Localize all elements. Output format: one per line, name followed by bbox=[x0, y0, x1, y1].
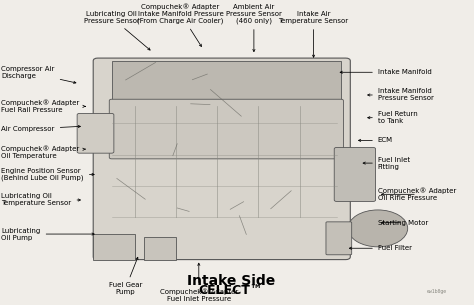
Text: Ambient Air
Pressure Sensor
(460 only): Ambient Air Pressure Sensor (460 only) bbox=[226, 4, 282, 52]
Text: Intake Manifold
Pressure Sensor: Intake Manifold Pressure Sensor bbox=[368, 88, 434, 102]
Bar bbox=[144, 237, 176, 260]
Text: Intake Manifold: Intake Manifold bbox=[340, 69, 432, 75]
Text: Compuchek® Adapter
Oil Temperature: Compuchek® Adapter Oil Temperature bbox=[1, 145, 85, 159]
Text: Compuchek® Adapter
Oil Rifle Pressure: Compuchek® Adapter Oil Rifle Pressure bbox=[378, 188, 456, 201]
Text: Engine Position Sensor
(Behind Lube Oil Pump): Engine Position Sensor (Behind Lube Oil … bbox=[1, 168, 94, 181]
FancyBboxPatch shape bbox=[334, 148, 375, 201]
Circle shape bbox=[348, 210, 408, 247]
Bar bbox=[93, 234, 135, 260]
Text: Intake Air
Temperature Sensor: Intake Air Temperature Sensor bbox=[279, 11, 349, 57]
Text: Fuel Gear
Pump: Fuel Gear Pump bbox=[109, 257, 142, 295]
Text: Intake Side: Intake Side bbox=[187, 274, 275, 288]
Text: Compuchek® Adapter
Fuel Inlet Pressure: Compuchek® Adapter Fuel Inlet Pressure bbox=[160, 263, 238, 302]
Text: Compuchek® Adapter
Fuel Rail Pressure: Compuchek® Adapter Fuel Rail Pressure bbox=[1, 99, 85, 113]
Text: Lubricating
Oil Pump: Lubricating Oil Pump bbox=[1, 228, 94, 241]
Text: Lubricating Oil
Temperature Sensor: Lubricating Oil Temperature Sensor bbox=[1, 193, 81, 206]
Text: Fuel Return
to Tank: Fuel Return to Tank bbox=[368, 111, 418, 124]
Text: Fuel Inlet
Fitting: Fuel Inlet Fitting bbox=[363, 156, 410, 170]
Text: ECM: ECM bbox=[358, 137, 393, 143]
FancyBboxPatch shape bbox=[93, 58, 350, 260]
Text: Compuchek® Adapter
Intake Manifold Pressure
(From Charge Air Cooler): Compuchek® Adapter Intake Manifold Press… bbox=[137, 3, 224, 46]
Text: Lubricating Oil
Pressure Sensor: Lubricating Oil Pressure Sensor bbox=[83, 11, 150, 50]
FancyBboxPatch shape bbox=[326, 222, 352, 255]
Text: Compressor Air
Discharge: Compressor Air Discharge bbox=[1, 66, 76, 84]
FancyBboxPatch shape bbox=[77, 113, 114, 153]
Text: Fuel Filter: Fuel Filter bbox=[349, 245, 412, 251]
Text: CELECT™: CELECT™ bbox=[199, 284, 263, 297]
Text: Starting Motor: Starting Motor bbox=[378, 220, 428, 226]
Text: ew1b0ge: ew1b0ge bbox=[427, 289, 447, 294]
FancyBboxPatch shape bbox=[109, 99, 344, 159]
Bar bbox=[111, 61, 341, 101]
Text: Air Compressor: Air Compressor bbox=[1, 125, 81, 132]
